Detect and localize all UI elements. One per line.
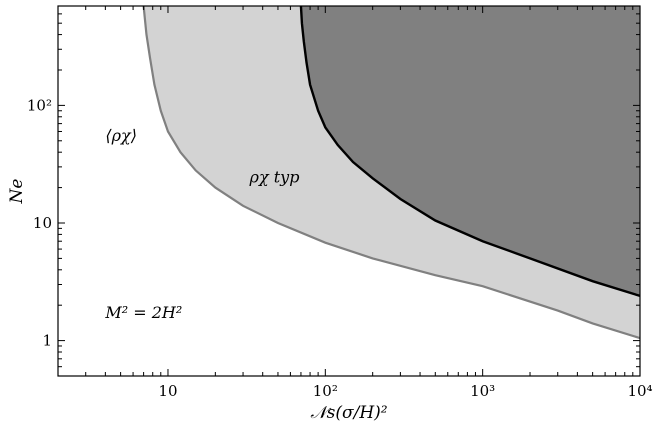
x-axis-label: 𝒩s(σ/H)²: [310, 403, 387, 423]
annotation-rho-typ: ρχ typ: [249, 168, 300, 187]
x-tick-label: 10³: [470, 382, 495, 400]
y-tick-label: 10: [33, 214, 52, 232]
y-tick-label: 1: [42, 332, 52, 350]
x-tick-label: 10²: [313, 382, 338, 400]
x-tick-label: 10: [158, 382, 177, 400]
axis-ticks: [57, 5, 641, 377]
tick-labels: 10 10² 10³ 10⁴ 1 10 10²: [27, 96, 653, 400]
y-tick-label: 10²: [27, 96, 52, 114]
plot-lines: [142, 6, 640, 340]
plot-frame: [57, 5, 641, 377]
annotation-mass-condition: M² = 2H²: [104, 303, 182, 322]
series-area-1: [300, 6, 640, 296]
series-line-0: [142, 6, 640, 340]
x-tick-label: 10⁴: [627, 382, 652, 400]
plot-areas: [143, 6, 640, 339]
y-axis-label: Ne: [7, 179, 27, 205]
series-line-1: [299, 6, 640, 298]
annotation-mean-rho: ⟨ρχ⟩: [105, 126, 137, 145]
